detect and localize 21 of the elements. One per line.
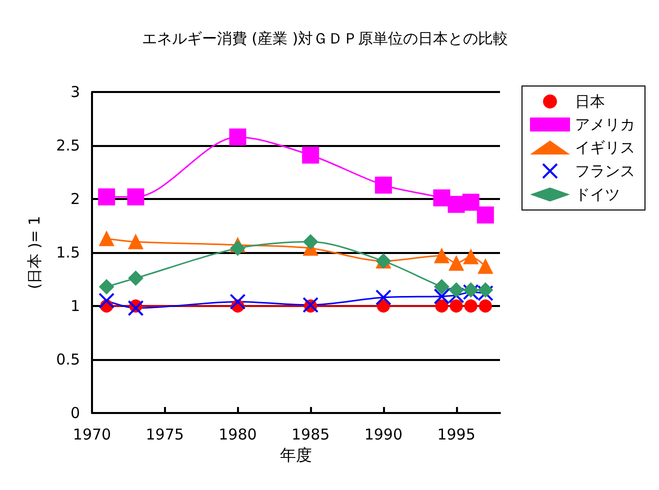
legend-label: 日本 [575,92,605,110]
y-tick-label: 2 [70,190,80,208]
y-tick-label: 1.5 [56,244,80,262]
legend-label: フランス [575,162,635,180]
legend-label: イギリス [575,138,635,156]
legend-label: アメリカ [575,116,635,134]
y-tick-label: 3 [70,83,80,101]
x-tick-label: 1970 [72,426,112,444]
x-tick-label: 1975 [146,426,184,444]
y-tick-label: 0.5 [56,350,80,368]
x-tick-label: 1995 [437,426,476,444]
legend-label: ドイツ [575,186,620,204]
y-tick-label: 0 [70,404,80,422]
x-tick-label: 1980 [218,426,257,444]
y-tick-label: 1 [70,297,80,315]
x-tick-label: 1985 [291,426,330,444]
chart-title: エネルギー消費 (産業 )対ＧＤＰ原単位の日本との比較 [142,30,508,48]
x-axis-title: 年度 [280,446,312,464]
x-tick-label: 1990 [364,426,403,444]
y-tick-label: 2.5 [56,136,80,154]
y-axis-title: (日本 )= 1 [26,216,44,290]
